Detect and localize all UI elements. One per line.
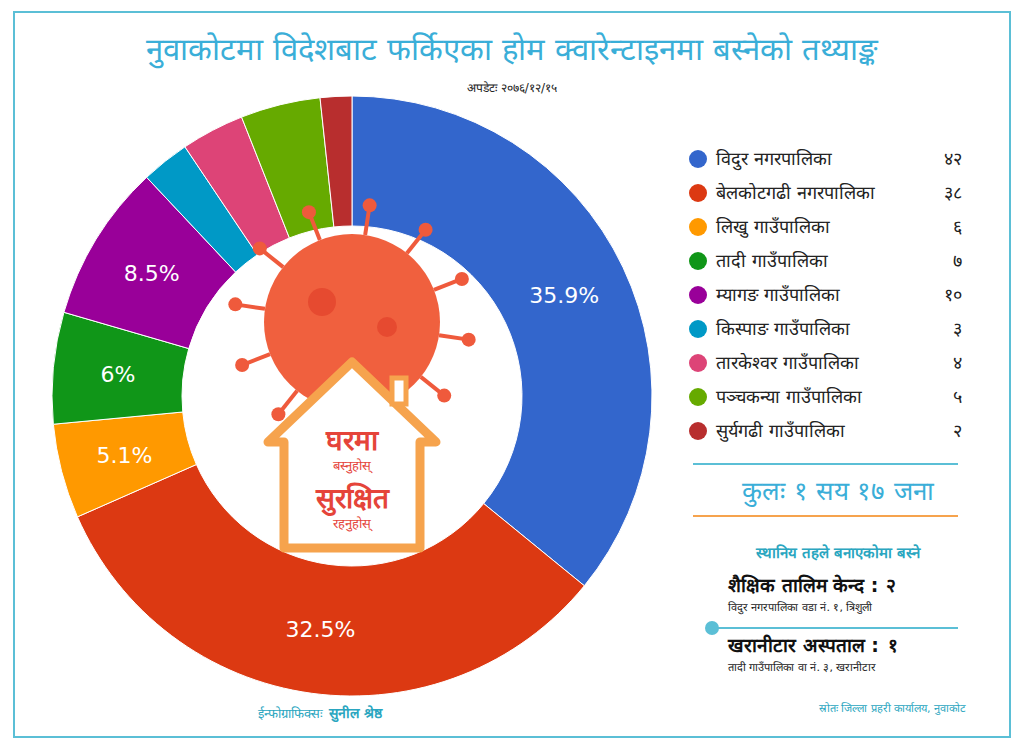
frame [14, 12, 1010, 737]
center-icon: घरमाबस्नुहोस् सुरक्षितरहनुहोस् [228, 198, 475, 548]
total: कुलः १ सय १७ जना [742, 476, 934, 507]
slice-label: 6% [101, 362, 136, 387]
legend-swatch [689, 218, 707, 236]
legend-count: ६ [953, 216, 962, 237]
slice-label: 5.1% [97, 443, 153, 468]
legend-label: तारकेश्वर गाउँपालिका [716, 352, 859, 373]
legend-label: लिखु गाउँपालिका [716, 216, 830, 238]
legend-swatch [689, 252, 707, 270]
facility-count: २ [886, 574, 896, 596]
legend-count: १० [944, 284, 962, 305]
center-text: सुरक्षित [315, 482, 390, 516]
slice [53, 412, 196, 517]
title: नुवाकोटमा विदेशबाट फर्किएका होम क्वारेन्… [146, 31, 878, 69]
legend-count: ३८ [944, 182, 962, 203]
legend-swatch [689, 150, 707, 168]
chimney [392, 378, 406, 404]
slice [77, 464, 584, 696]
legend-count: ४ [953, 352, 962, 373]
subtitle: अपडेटः २०७६/१२/१५ [467, 81, 557, 95]
legend-count: ७ [953, 250, 962, 271]
facilities-title: स्थानिय तहले बनाएकोमा बस्ने [755, 544, 922, 562]
center-text: रहनुहोस् [333, 516, 373, 532]
virus-spike-head [235, 358, 249, 372]
legend-swatch [689, 388, 707, 406]
legend-label: म्यागङ गाउँपालिका [716, 284, 840, 305]
center-text: घरमा [325, 424, 380, 457]
slice-label: 32.5% [285, 617, 355, 642]
legend-label: तादी गाउँपालिका [716, 250, 828, 271]
separator [693, 515, 958, 517]
slice-label: 8.5% [124, 261, 180, 286]
legend-swatch [689, 286, 707, 304]
virus-spike-head [363, 198, 377, 212]
slice-label: 35.9% [529, 283, 599, 308]
legend-label: सुर्यगढी गाउँपालिका [716, 420, 845, 442]
legend-count: ३ [953, 318, 962, 339]
center-text: बस्नुहोस् [333, 458, 373, 474]
legend-count: ५ [953, 386, 962, 407]
facility: खरानीटार अस्पताल : १ तादी गाउँपालिका वा नं… [727, 634, 898, 674]
legend-swatch [689, 354, 707, 372]
virus-spike-head [455, 272, 469, 286]
virus-spike-head [437, 389, 451, 403]
separator [712, 627, 958, 629]
credit-label: ईन्फोग्राफिक्सः [258, 706, 323, 721]
infographic: नुवाकोटमा विदेशबाट फर्किएका होम क्वारेन्… [0, 0, 1024, 751]
legend-label: विदुर नगरपालिका [716, 148, 832, 171]
legend-swatch [689, 184, 707, 202]
legend-label: किस्पाङ गाउँपालिका [716, 318, 850, 339]
virus-spike-head [253, 241, 267, 255]
virus-spot [377, 317, 397, 337]
slices [52, 96, 652, 696]
legend-swatch [689, 422, 707, 440]
virus-spike-head [302, 205, 316, 219]
virus-spike-head [419, 223, 433, 237]
legend-swatch [689, 320, 707, 338]
virus-spike-head [271, 407, 285, 421]
facility-address: विदुर नगरपालिका वडा नं. १, त्रिशुली [728, 601, 872, 615]
legend-count: ४२ [944, 148, 962, 169]
facility-address: तादी गाउँपालिका वा नं. ३, खरानीटार [728, 661, 876, 674]
facility-name: खरानीटार अस्पताल : [727, 634, 879, 656]
facility-name: शैक्षिक तालिम केन्द : [728, 574, 878, 596]
separator [693, 463, 958, 465]
virus-spike-head [228, 297, 242, 311]
facility: शैक्षिक तालिम केन्द : २ विदुर नगरपालिका वड… [728, 574, 896, 615]
slice [242, 98, 334, 238]
legend-label: बेलकोटगढी नगरपालिका [716, 182, 875, 203]
virus-spike-head [462, 333, 476, 347]
legend: विदुर नगरपालिका४२बेलकोटगढी नगरपालिका३८लि… [689, 148, 962, 442]
virus-spot [308, 288, 336, 316]
facility-count: १ [888, 634, 898, 656]
source: स्रोतः जिल्ला प्रहरी कार्यालय, नुवाकोट [819, 702, 966, 715]
house [268, 362, 436, 548]
legend-count: २ [953, 420, 962, 441]
legend-label: पञ्चकन्या गाउँपालिका [716, 386, 862, 407]
separator-dot [705, 621, 719, 635]
credit-name: सुनील श्रेष्ठ [328, 705, 383, 723]
slice [320, 96, 352, 227]
